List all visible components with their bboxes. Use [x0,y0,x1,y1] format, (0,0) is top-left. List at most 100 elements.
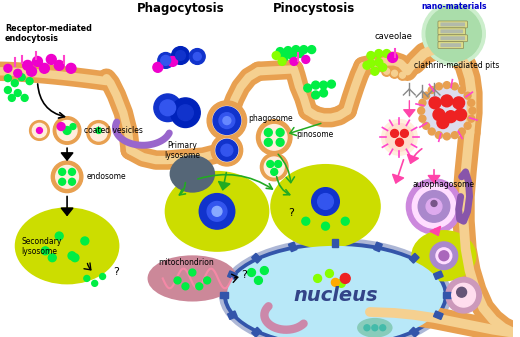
Circle shape [51,161,83,193]
Circle shape [468,115,475,122]
Text: nucleus: nucleus [293,286,378,305]
Ellipse shape [219,238,452,337]
Circle shape [314,274,321,282]
Ellipse shape [166,172,268,251]
Circle shape [459,87,465,93]
Bar [220,292,228,298]
Circle shape [92,280,98,286]
Circle shape [264,139,272,146]
Text: clathrin-mediated pits: clathrin-mediated pits [414,61,500,70]
Circle shape [211,134,243,166]
Text: Secondary
lysosome: Secondary lysosome [22,237,62,256]
Circle shape [464,122,471,129]
Circle shape [433,109,445,121]
Circle shape [423,92,430,99]
Circle shape [221,144,233,156]
Circle shape [262,125,287,150]
Circle shape [320,89,328,97]
Ellipse shape [16,208,119,283]
Circle shape [311,188,340,215]
Circle shape [311,91,320,99]
FancyBboxPatch shape [440,23,465,26]
Circle shape [382,66,392,76]
Circle shape [444,133,450,140]
Circle shape [454,109,466,121]
Bar [434,271,443,279]
Circle shape [375,58,383,66]
Text: ?: ? [113,268,119,277]
Ellipse shape [223,242,448,337]
Circle shape [275,160,282,167]
Circle shape [422,2,485,65]
Circle shape [364,325,370,331]
Circle shape [446,277,482,313]
Circle shape [213,107,241,134]
Circle shape [419,115,426,122]
Circle shape [66,63,76,73]
Circle shape [419,83,474,139]
Text: ?: ? [288,208,294,218]
Circle shape [32,123,47,137]
Circle shape [15,90,21,96]
Circle shape [290,58,298,65]
Text: Phagocytosis: Phagocytosis [137,2,224,15]
Circle shape [172,47,189,64]
Circle shape [174,277,181,284]
Circle shape [193,53,201,60]
Circle shape [18,74,25,81]
Circle shape [33,57,43,66]
Circle shape [371,67,379,75]
Circle shape [288,52,296,59]
Circle shape [87,121,110,144]
Circle shape [53,117,81,144]
Circle shape [5,87,11,93]
Circle shape [69,178,75,185]
Text: autophagosome: autophagosome [412,180,474,189]
Circle shape [59,178,66,185]
Circle shape [264,157,284,177]
Circle shape [57,121,77,141]
Circle shape [464,92,471,99]
Text: pinosome: pinosome [296,130,333,139]
Circle shape [379,63,387,71]
Bar [374,242,382,252]
Circle shape [30,121,49,140]
Circle shape [451,132,458,139]
Ellipse shape [294,259,377,298]
FancyBboxPatch shape [440,43,461,47]
Circle shape [387,53,397,62]
Text: Pinocystosis: Pinocystosis [272,2,355,15]
Circle shape [40,63,49,73]
Ellipse shape [227,246,444,337]
Circle shape [171,98,200,127]
Circle shape [189,269,196,276]
Circle shape [177,105,193,121]
Circle shape [469,107,476,114]
Ellipse shape [149,257,236,300]
Circle shape [63,126,71,134]
Circle shape [199,193,235,229]
Circle shape [261,153,288,181]
Circle shape [380,325,386,331]
Circle shape [213,106,241,135]
Circle shape [176,51,186,60]
Circle shape [69,168,75,175]
Circle shape [154,94,181,122]
Circle shape [396,139,404,146]
Text: Receptor-mediated
endocytosis: Receptor-mediated endocytosis [5,24,92,43]
Circle shape [391,129,398,137]
Circle shape [382,120,417,155]
Circle shape [280,54,288,61]
Circle shape [36,127,43,133]
Circle shape [153,62,163,72]
Circle shape [296,50,304,58]
Circle shape [57,123,65,130]
Circle shape [54,60,64,70]
Ellipse shape [412,231,475,280]
Circle shape [441,95,453,107]
Circle shape [407,179,462,234]
Circle shape [445,111,457,123]
Circle shape [337,279,345,287]
Circle shape [331,278,340,286]
Circle shape [418,107,425,114]
